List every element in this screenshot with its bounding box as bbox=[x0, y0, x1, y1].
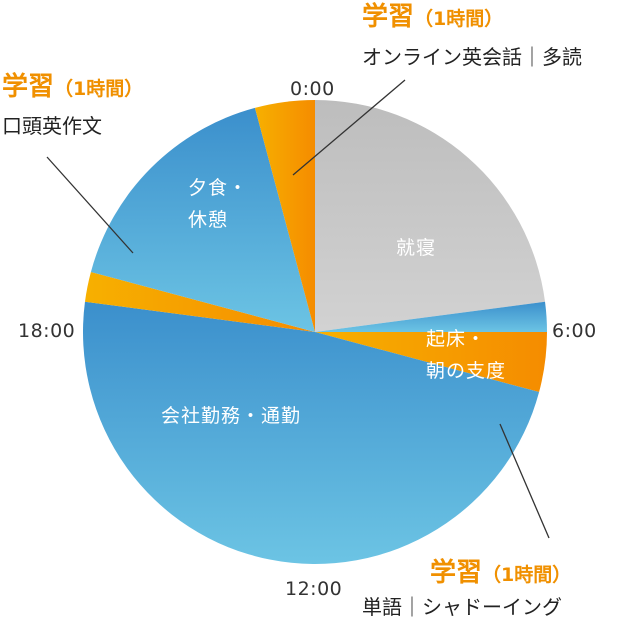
annotation-study-oral: 学習（1時間） 口頭英作文 bbox=[2, 72, 143, 141]
clock-label-6: 6:00 bbox=[552, 320, 597, 342]
leader-line-bottom-right bbox=[499, 423, 550, 539]
slice-label-work: 会社勤務・通勤 bbox=[161, 405, 302, 427]
slice-label-morning-2: 朝の支度 bbox=[426, 360, 507, 382]
leader-line-top-right bbox=[292, 79, 406, 176]
pie-slice-study-4 bbox=[84, 271, 315, 332]
pie-slice-sleep-0 bbox=[315, 100, 546, 332]
clock-label-18: 18:00 bbox=[18, 320, 76, 342]
annotation-title: 学習（1時間） bbox=[362, 2, 504, 32]
annotation-desc: 口頭英作文 bbox=[2, 114, 102, 138]
slice-label-dinner-2: 休憩 bbox=[188, 209, 229, 231]
pie-slice-work-3 bbox=[82, 301, 540, 565]
leader-line-top-left bbox=[46, 156, 134, 254]
clock-label-12: 12:00 bbox=[285, 578, 343, 600]
annotation-title: 学習（1時間） bbox=[430, 558, 572, 588]
slice-label-dinner-1: 夕食・ bbox=[188, 177, 249, 199]
pie-slice-study-6 bbox=[254, 100, 315, 332]
slice-label-sleep: 就寝 bbox=[396, 237, 437, 259]
clock-label-0: 0:00 bbox=[290, 78, 335, 100]
annotation-study-vocab: 学習（1時間） bbox=[430, 558, 571, 590]
annotation-desc: オンライン英会話｜多読 bbox=[362, 45, 582, 69]
annotation-title: 学習（1時間） bbox=[2, 72, 144, 102]
slice-label-morning-1: 起床・ bbox=[426, 328, 487, 350]
pie-slice-morning-1 bbox=[315, 301, 547, 332]
pie-slice-study-2 bbox=[315, 332, 547, 393]
pie-slice-dinner-5 bbox=[90, 107, 315, 332]
annotation-study-online: 学習（1時間） オンライン英会話｜多読 bbox=[362, 2, 582, 72]
annotation-desc-vocab: 単語｜シャドーイング bbox=[362, 595, 562, 619]
